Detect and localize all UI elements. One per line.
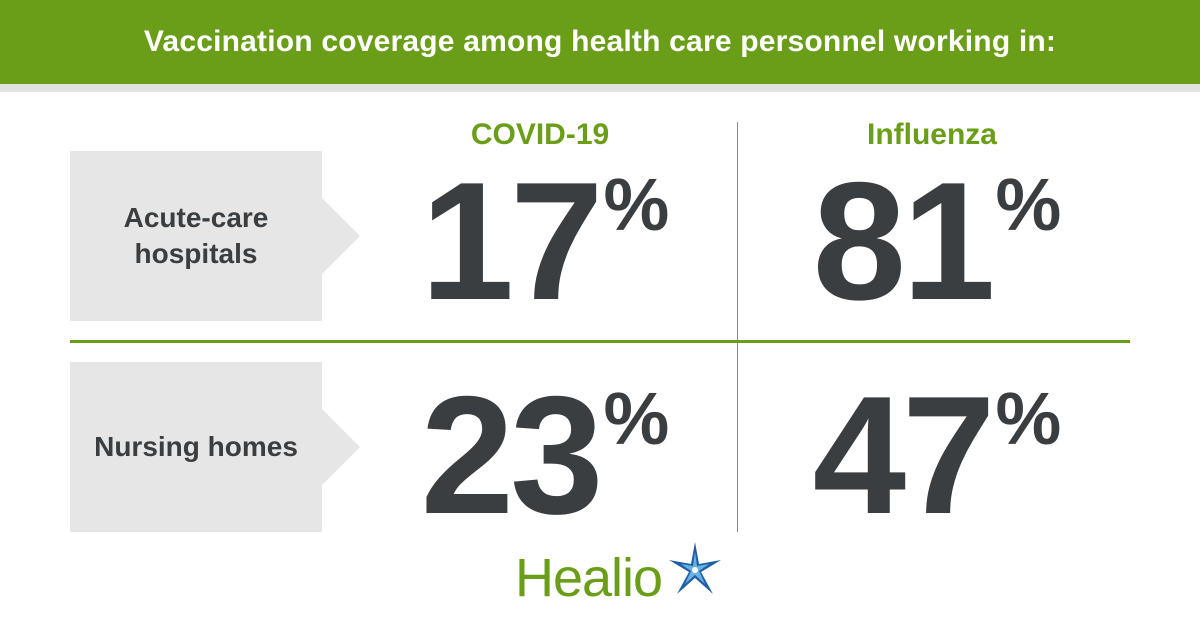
column-heading-covid: COVID-19 <box>470 118 610 151</box>
row-label-nursing-homes: Nursing homes <box>70 362 360 532</box>
row-label-acute-care-text: Acute-care hospitals <box>123 202 269 269</box>
percent-sign: % <box>995 377 1062 460</box>
stat-value: 23 <box>420 361 604 549</box>
horizontal-divider <box>70 340 1130 343</box>
stat-value: 81 <box>812 147 996 335</box>
row-label-nursing-homes-text: Nursing homes <box>94 431 298 462</box>
vertical-divider <box>737 122 738 532</box>
percent-sign: % <box>603 163 670 246</box>
header-title: Vaccination coverage among health care p… <box>143 25 1057 58</box>
stat-acute-care-influenza: 81 % <box>787 147 1087 335</box>
percent-sign: % <box>603 377 670 460</box>
percent-sign: % <box>995 163 1062 246</box>
column-heading-influenza: Influenza <box>866 118 997 151</box>
header-banner: Vaccination coverage among health care p… <box>0 0 1200 84</box>
star-burst-icon <box>669 542 721 594</box>
row-label-acute-care: Acute-care hospitals <box>70 151 360 321</box>
healio-logo: Healio <box>515 540 725 610</box>
stat-nursing-homes-influenza: 47 % <box>787 361 1087 549</box>
logo-text: Healio <box>515 548 663 608</box>
stat-nursing-homes-covid: 23 % <box>395 361 695 549</box>
stat-value: 17 <box>420 147 604 335</box>
stat-acute-care-covid: 17 % <box>395 147 695 335</box>
header-divider-strip <box>0 84 1200 92</box>
stat-value: 47 <box>812 361 996 549</box>
